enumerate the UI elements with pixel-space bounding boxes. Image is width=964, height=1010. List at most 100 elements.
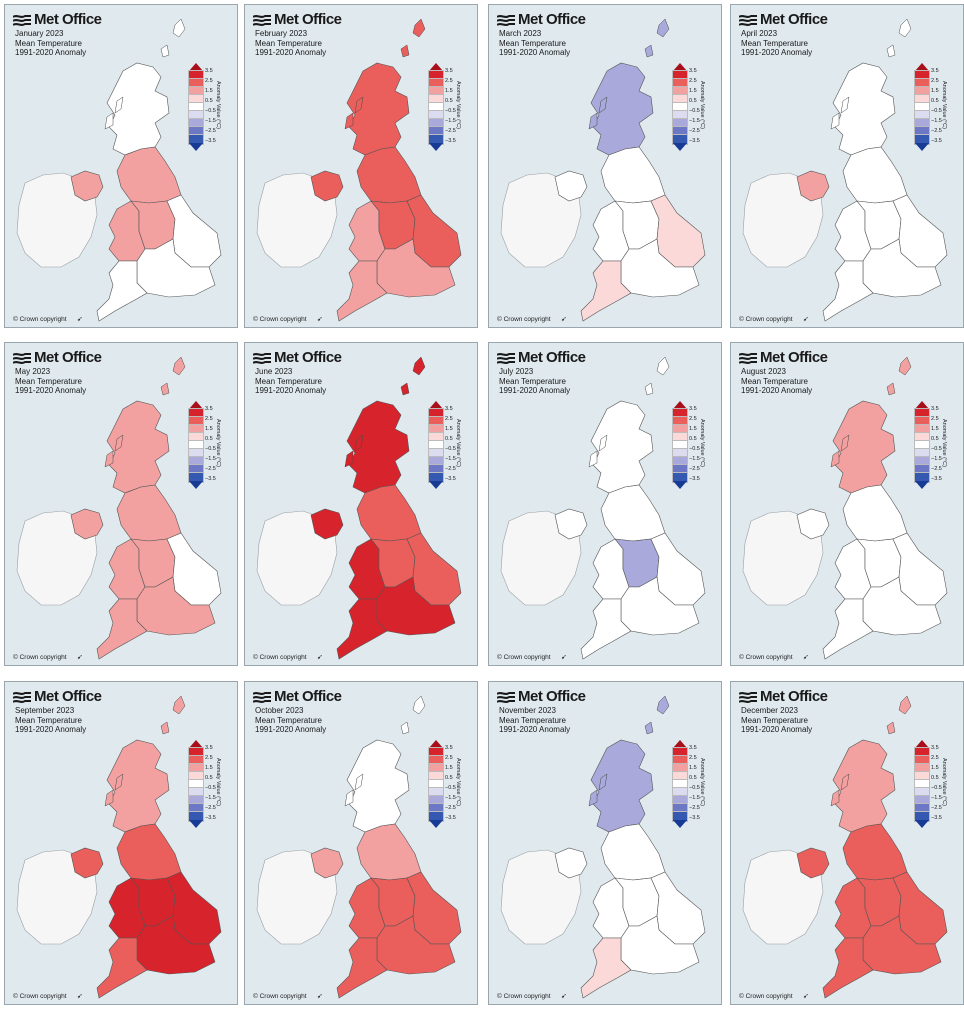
met-office-logo: Met Office — [739, 688, 828, 705]
region-northern-ireland — [796, 847, 830, 879]
legend-label: −3.5 — [445, 476, 456, 482]
legend-label: −1.5 — [689, 118, 700, 124]
met-office-logo: Met Office — [497, 349, 586, 366]
legend-label: 0.5 — [445, 98, 453, 104]
met-office-logo-icon — [13, 352, 31, 364]
anomaly-legend: 3.5 2.5 1.5 0.5 −0.5 −1.5 −2.5 −3.5 Anomaly Valu… — [672, 740, 717, 828]
legend-swatch — [188, 424, 204, 435]
north-arrow-icon: ➹ — [317, 993, 323, 1000]
legend-swatch — [428, 464, 444, 475]
legend-label: −2.5 — [931, 466, 942, 472]
legend-swatch — [914, 110, 930, 121]
met-office-logo-icon — [13, 691, 31, 703]
legend-label: −1.5 — [689, 795, 700, 801]
subtitle-1: Mean Temperature — [15, 715, 82, 725]
month-title: April 2023 — [741, 29, 778, 38]
legend-label: 2.5 — [445, 78, 453, 84]
copyright-notice: © Crown copyright — [739, 654, 793, 661]
north-arrow-icon: ➹ — [77, 993, 83, 1000]
copyright-notice: © Crown copyright — [253, 654, 307, 661]
north-arrow-icon: ➹ — [317, 654, 323, 661]
north-arrow-icon: ➹ — [803, 654, 809, 661]
legend-label: −0.5 — [931, 785, 942, 791]
legend-label: −2.5 — [689, 466, 700, 472]
region-northern-ireland — [70, 847, 104, 879]
legend-swatch — [428, 126, 444, 137]
region-northern-ireland — [310, 847, 344, 879]
month-title: August 2023 — [741, 367, 786, 376]
legend-swatch — [188, 787, 204, 798]
copyright-notice: © Crown copyright — [739, 316, 793, 323]
legend-cap-bottom — [915, 481, 929, 489]
legend-label: −1.5 — [205, 795, 216, 801]
legend-label: 2.5 — [205, 755, 213, 761]
legend-label: 1.5 — [205, 426, 213, 432]
legend-swatch — [914, 440, 930, 451]
legend-label: −0.5 — [931, 446, 942, 452]
legend-label: −0.5 — [931, 108, 942, 114]
met-office-logo: Met Office — [13, 349, 102, 366]
copyright-notice: © Crown copyright — [497, 316, 551, 323]
legend-cap-top — [189, 740, 203, 748]
legend-swatch — [672, 456, 688, 467]
legend-swatch — [428, 424, 444, 435]
islands — [344, 18, 426, 130]
anomaly-legend: 3.5 2.5 1.5 0.5 −0.5 −1.5 −2.5 −3.5 Anomaly Valu… — [672, 63, 717, 151]
legend-label: 1.5 — [689, 765, 697, 771]
subtitle-1: Mean Temperature — [499, 376, 566, 386]
brand-name: Met Office — [518, 688, 586, 705]
legend-label: 2.5 — [205, 416, 213, 422]
legend-label: −3.5 — [689, 138, 700, 144]
copyright-notice: © Crown copyright — [497, 654, 551, 661]
subtitle-1: Mean Temperature — [741, 376, 808, 386]
subtitle-2: 1991-2020 Anomaly — [255, 48, 327, 57]
legend-label: −2.5 — [205, 128, 216, 134]
copyright-notice: © Crown copyright — [13, 654, 67, 661]
legend-swatch — [188, 416, 204, 427]
subtitle-1: Mean Temperature — [255, 38, 322, 48]
legend-cap-bottom — [673, 481, 687, 489]
legend-label: 0.5 — [689, 436, 697, 442]
month-panel-1: Met Office January 2023 Mean Temperature… — [4, 4, 238, 328]
region-south-west — [580, 937, 632, 999]
region-south-west — [96, 598, 148, 660]
met-office-logo-icon — [497, 352, 515, 364]
legend-cap-top — [673, 740, 687, 748]
legend-axis-label: Anomaly Value (°C) — [455, 419, 461, 467]
legend-swatch — [914, 771, 930, 782]
region-south-west — [96, 937, 148, 999]
uk-map — [245, 682, 477, 1004]
legend-label: 0.5 — [689, 98, 697, 104]
legend-label: 3.5 — [445, 406, 453, 412]
panel-titles: October 2023 Mean Temperature 1991-2020 … — [255, 706, 326, 735]
legend-cap-top — [189, 63, 203, 71]
uk-map — [489, 682, 721, 1004]
legend-swatch — [914, 424, 930, 435]
legend-swatch — [428, 456, 444, 467]
legend-axis-label: Anomaly Value (°C) — [699, 758, 705, 806]
legend-swatch — [188, 448, 204, 459]
islands — [830, 18, 912, 130]
month-panel-5: Met Office May 2023 Mean Temperature 199… — [4, 342, 238, 666]
legend-swatch — [672, 78, 688, 89]
legend-label: 0.5 — [931, 98, 939, 104]
legend-label: −3.5 — [931, 138, 942, 144]
panel-titles: November 2023 Mean Temperature 1991-2020… — [499, 706, 570, 735]
month-title: December 2023 — [741, 706, 798, 715]
legend-swatch — [188, 70, 204, 81]
met-office-logo: Met Office — [13, 11, 102, 28]
legend-cap-top — [915, 740, 929, 748]
legend-swatch — [188, 747, 204, 758]
met-office-logo: Met Office — [13, 688, 102, 705]
legend-swatch — [188, 118, 204, 129]
legend-cap-bottom — [429, 820, 443, 828]
month-title: March 2023 — [499, 29, 542, 38]
anomaly-legend: 3.5 2.5 1.5 0.5 −0.5 −1.5 −2.5 −3.5 Anomaly Valu… — [914, 63, 959, 151]
legend-label: −2.5 — [931, 128, 942, 134]
legend-swatch — [188, 86, 204, 97]
region-northern-ireland — [310, 170, 344, 202]
legend-label: −1.5 — [931, 795, 942, 801]
legend-label: −3.5 — [205, 815, 216, 821]
region-south-west — [336, 260, 388, 322]
